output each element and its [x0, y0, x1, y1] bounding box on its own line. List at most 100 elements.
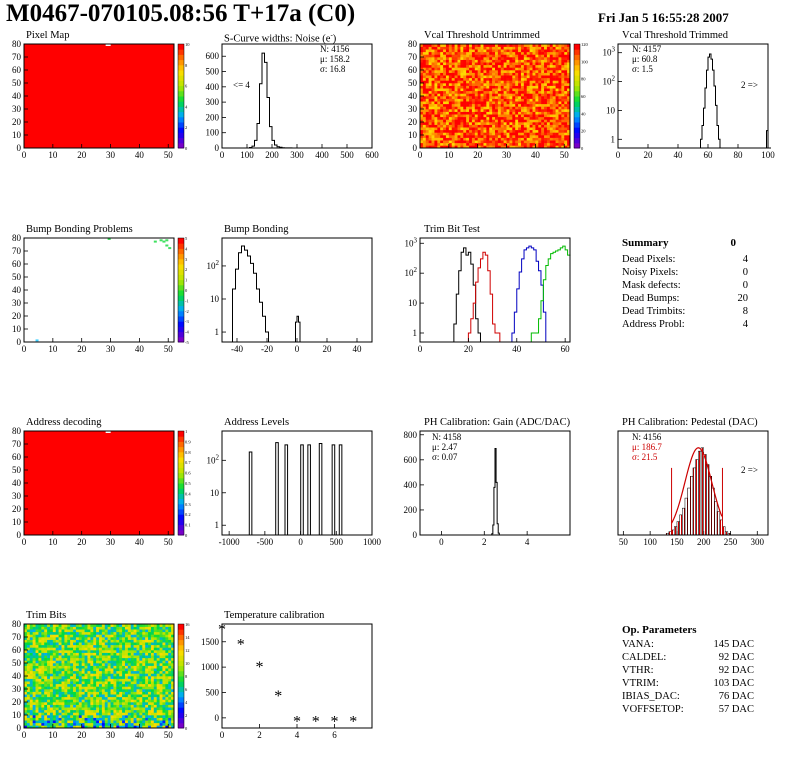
- heatmap-cell: [148, 670, 152, 674]
- heatmap-cell: [78, 670, 82, 674]
- heatmap-cell: [165, 704, 169, 708]
- heatmap-cell: [81, 634, 85, 638]
- heatmap-cell: [520, 54, 525, 58]
- heatmap-cell: [84, 725, 88, 729]
- heatmap-cell: [425, 127, 429, 131]
- heatmap-cell: [87, 668, 91, 672]
- color-scale-label: 4: [185, 246, 188, 251]
- heatmap-cell: [532, 62, 536, 66]
- heatmap-cell: [555, 83, 559, 86]
- heatmap-cell: [99, 691, 103, 695]
- heatmap-cell: [159, 699, 163, 703]
- heatmap-cell: [529, 101, 533, 105]
- heatmap-cell: [535, 135, 539, 138]
- heatmap-cell: [474, 85, 478, 89]
- heatmap-cell: [564, 132, 568, 136]
- color-scale-label: 4: [185, 700, 188, 705]
- heatmap-cell: [58, 699, 62, 703]
- heatmap-cell: [552, 80, 556, 84]
- heatmap-cell: [443, 129, 447, 133]
- heatmap-cell: [489, 127, 493, 131]
- heatmap-cell: [64, 696, 68, 700]
- heatmap-cell: [61, 676, 65, 679]
- heatmap-cell: [148, 624, 152, 627]
- heatmap-cell: [44, 652, 48, 656]
- heatmap-cell: [26, 717, 31, 721]
- heatmap-cell: [555, 122, 559, 125]
- heatmap-cell: [113, 689, 117, 692]
- heatmap-cell: [443, 111, 447, 115]
- heatmap-cell: [122, 670, 126, 674]
- heatmap-cell: [434, 57, 438, 60]
- heatmap-cell: [153, 634, 157, 638]
- heatmap-cell: [555, 145, 559, 149]
- heatmap-cell: [477, 93, 481, 97]
- heatmap-cell: [127, 637, 132, 640]
- heatmap-cell: [532, 75, 536, 79]
- heatmap-cell: [35, 634, 39, 638]
- color-scale-label: 0.8: [185, 450, 191, 455]
- y-tick-label: 50: [408, 78, 418, 88]
- heatmap-cell: [81, 631, 85, 635]
- heatmap-cell: [101, 678, 106, 682]
- heatmap-cell: [24, 663, 28, 666]
- heatmap-cell: [466, 85, 470, 89]
- heatmap-cell: [110, 709, 114, 713]
- heatmap-cell: [466, 140, 470, 144]
- heatmap-cell: [162, 709, 166, 713]
- heatmap-cell: [49, 626, 54, 630]
- param-row: IBIAS_DAC: 76 DAC: [622, 690, 754, 703]
- heatmap-cell: [142, 712, 146, 716]
- heatmap-cell: [558, 49, 562, 53]
- heatmap-cell: [544, 88, 548, 92]
- heatmap-cell: [558, 90, 562, 94]
- x-tick-label: 20: [323, 344, 333, 354]
- heatmap-cell: [526, 114, 530, 118]
- heatmap-cell: [561, 122, 565, 125]
- heatmap-cell: [119, 712, 123, 716]
- heatmap-cell: [116, 639, 120, 643]
- heatmap-cell: [457, 127, 461, 131]
- heatmap-cell: [70, 678, 74, 682]
- heatmap-cell: [29, 624, 33, 627]
- heatmap-cell: [145, 709, 149, 713]
- heatmap-cell: [61, 631, 65, 635]
- color-scale-bin: [178, 54, 184, 61]
- heatmap-cell: [84, 722, 88, 726]
- heatmap-cell: [448, 88, 453, 92]
- heatmap-cell: [110, 626, 114, 630]
- heatmap-cell: [32, 652, 36, 656]
- heatmap-cell: [70, 691, 74, 695]
- heatmap-cell: [47, 673, 51, 677]
- heatmap-cell: [133, 704, 137, 708]
- heatmap-cell: [49, 652, 54, 656]
- heatmap-cell: [460, 109, 464, 112]
- heatmap-cell: [561, 124, 565, 128]
- heatmap-cell: [29, 678, 33, 682]
- heatmap-cell: [81, 681, 85, 685]
- heatmap-cell: [35, 696, 39, 700]
- heatmap-cell: [75, 634, 80, 638]
- heatmap-cell: [532, 122, 536, 125]
- heatmap-cell: [443, 132, 447, 136]
- heatmap-cell: [495, 106, 499, 110]
- color-scale-label: 2: [185, 267, 187, 272]
- heatmap-cell: [500, 46, 504, 50]
- heatmap-cell: [437, 46, 441, 50]
- heatmap-cell: [67, 686, 71, 690]
- heatmap-cell: [136, 676, 140, 679]
- heatmap-cell: [532, 90, 536, 94]
- heatmap-cell: [564, 137, 568, 141]
- heatmap-cell: [35, 637, 39, 640]
- heatmap-cell: [49, 657, 54, 661]
- heatmap-cell: [73, 689, 77, 692]
- heatmap-cell: [70, 689, 74, 692]
- heatmap-cell: [99, 652, 103, 656]
- heatmap-cell: [497, 83, 502, 86]
- heatmap-cell: [506, 46, 510, 50]
- heatmap-cell: [145, 673, 149, 677]
- heatmap-cell: [119, 683, 123, 687]
- heatmap-cell: [495, 49, 499, 53]
- heatmap-cell: [428, 83, 432, 86]
- heatmap-cell: [552, 106, 556, 110]
